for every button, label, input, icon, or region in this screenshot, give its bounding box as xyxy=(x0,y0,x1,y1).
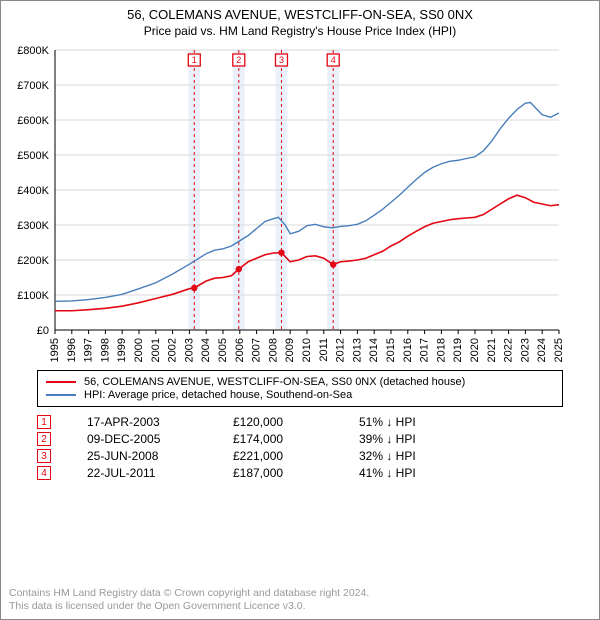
svg-text:2016: 2016 xyxy=(402,338,414,362)
svg-text:£100K: £100K xyxy=(17,290,49,302)
svg-text:£700K: £700K xyxy=(17,80,49,92)
sales-row: 1 17-APR-2003 £120,000 51% ↓ HPI xyxy=(37,415,563,429)
svg-text:2007: 2007 xyxy=(251,338,263,362)
sale-delta: 39% ↓ HPI xyxy=(359,432,449,446)
footer-attribution: Contains HM Land Registry data © Crown c… xyxy=(9,587,591,613)
svg-text:2014: 2014 xyxy=(368,338,380,362)
sale-delta: 41% ↓ HPI xyxy=(359,466,449,480)
sale-date: 17-APR-2003 xyxy=(87,415,197,429)
svg-text:£500K: £500K xyxy=(17,150,49,162)
chart-subtitle: Price paid vs. HM Land Registry's House … xyxy=(9,24,591,38)
svg-text:2008: 2008 xyxy=(267,338,279,362)
svg-text:2006: 2006 xyxy=(234,338,246,362)
legend-label: 56, COLEMANS AVENUE, WESTCLIFF-ON-SEA, S… xyxy=(84,376,465,388)
sale-date: 09-DEC-2005 xyxy=(87,432,197,446)
svg-text:1997: 1997 xyxy=(83,338,95,362)
svg-text:2018: 2018 xyxy=(435,338,447,362)
svg-text:£200K: £200K xyxy=(17,255,49,267)
footer-line-2: This data is licensed under the Open Gov… xyxy=(9,600,306,612)
sale-price: £174,000 xyxy=(233,432,323,446)
legend-swatch xyxy=(46,381,76,383)
sale-date: 25-JUN-2008 xyxy=(87,449,197,463)
svg-text:2022: 2022 xyxy=(503,338,515,362)
svg-text:£300K: £300K xyxy=(17,220,49,232)
legend-item: HPI: Average price, detached house, Sout… xyxy=(46,389,554,401)
chart-area: £0 £100K £200K £300K £400K £500K £600K £700K £80… xyxy=(9,44,591,364)
svg-text:£800K: £800K xyxy=(17,45,49,57)
svg-text:2010: 2010 xyxy=(301,338,313,362)
legend-swatch xyxy=(46,394,76,396)
svg-text:£0: £0 xyxy=(37,325,49,337)
sale-price: £187,000 xyxy=(233,466,323,480)
svg-text:1996: 1996 xyxy=(66,338,78,362)
price-chart: £0 £100K £200K £300K £400K £500K £600K £700K £80… xyxy=(9,44,569,364)
sales-row: 3 25-JUN-2008 £221,000 32% ↓ HPI xyxy=(37,449,563,463)
svg-text:2004: 2004 xyxy=(200,338,212,362)
sale-marker: 2 xyxy=(37,432,51,446)
svg-text:2001: 2001 xyxy=(150,338,162,362)
svg-text:£400K: £400K xyxy=(17,185,49,197)
sale-date: 22-JUL-2011 xyxy=(87,466,197,480)
svg-text:2011: 2011 xyxy=(318,338,330,362)
sale-price: £221,000 xyxy=(233,449,323,463)
svg-text:2012: 2012 xyxy=(335,338,347,362)
svg-text:1: 1 xyxy=(192,55,197,65)
sale-delta: 32% ↓ HPI xyxy=(359,449,449,463)
svg-text:1999: 1999 xyxy=(116,338,128,362)
footer-line-1: Contains HM Land Registry data © Crown c… xyxy=(9,587,369,599)
svg-text:2024: 2024 xyxy=(536,338,548,362)
svg-text:2019: 2019 xyxy=(452,338,464,362)
sales-row: 2 09-DEC-2005 £174,000 39% ↓ HPI xyxy=(37,432,563,446)
sale-marker: 3 xyxy=(37,449,51,463)
svg-text:2009: 2009 xyxy=(284,338,296,362)
legend-item: 56, COLEMANS AVENUE, WESTCLIFF-ON-SEA, S… xyxy=(46,376,554,388)
sales-row: 4 22-JUL-2011 £187,000 41% ↓ HPI xyxy=(37,466,563,480)
svg-text:£600K: £600K xyxy=(17,115,49,127)
legend-label: HPI: Average price, detached house, Sout… xyxy=(84,389,352,401)
svg-text:2013: 2013 xyxy=(351,338,363,362)
legend: 56, COLEMANS AVENUE, WESTCLIFF-ON-SEA, S… xyxy=(37,370,563,407)
svg-text:1995: 1995 xyxy=(49,338,61,362)
sale-marker: 4 xyxy=(37,466,51,480)
svg-text:2023: 2023 xyxy=(519,338,531,362)
svg-text:2: 2 xyxy=(236,55,241,65)
svg-text:3: 3 xyxy=(279,55,284,65)
svg-text:2003: 2003 xyxy=(183,338,195,362)
svg-text:2000: 2000 xyxy=(133,338,145,362)
sale-marker: 1 xyxy=(37,415,51,429)
chart-title: 56, COLEMANS AVENUE, WESTCLIFF-ON-SEA, S… xyxy=(9,7,591,22)
svg-text:2002: 2002 xyxy=(167,338,179,362)
svg-text:1998: 1998 xyxy=(99,338,111,362)
svg-text:2015: 2015 xyxy=(385,338,397,362)
sales-table: 1 17-APR-2003 £120,000 51% ↓ HPI 2 09-DEC-200… xyxy=(37,415,563,480)
svg-text:4: 4 xyxy=(331,55,336,65)
sale-delta: 51% ↓ HPI xyxy=(359,415,449,429)
svg-text:2017: 2017 xyxy=(419,338,431,362)
svg-text:2005: 2005 xyxy=(217,338,229,362)
svg-text:2020: 2020 xyxy=(469,338,481,362)
chart-frame: 56, COLEMANS AVENUE, WESTCLIFF-ON-SEA, S… xyxy=(0,0,600,620)
svg-text:2025: 2025 xyxy=(553,338,565,362)
svg-text:2021: 2021 xyxy=(486,338,498,362)
sale-price: £120,000 xyxy=(233,415,323,429)
